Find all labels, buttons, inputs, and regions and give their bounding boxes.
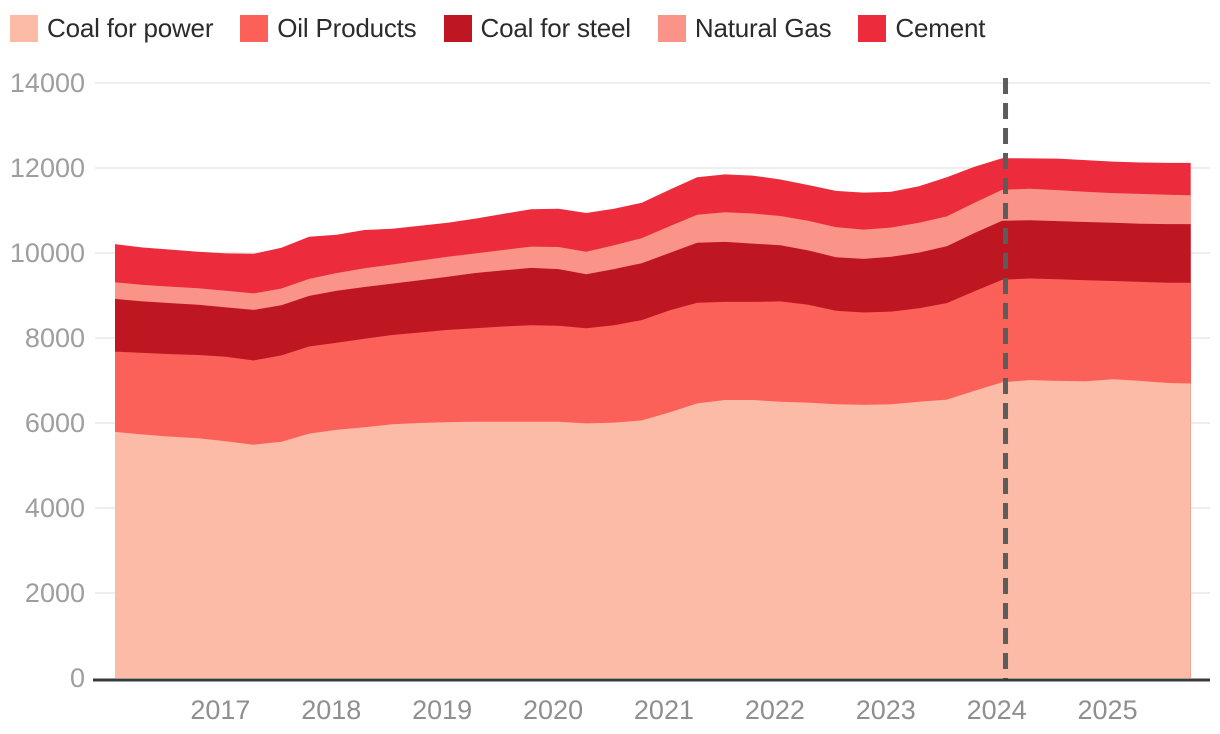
x-axis-tick-label: 2021 [634,695,694,725]
x-axis-tick-label: 2019 [412,695,472,725]
legend-label: Coal for steel [480,13,632,43]
y-axis-tick-label: 2000 [25,578,85,608]
x-axis-tick-label: 2018 [301,695,361,725]
x-axis-tick-label: 2024 [967,695,1027,725]
legend-label: Natural Gas [694,13,832,43]
y-axis-tick-label: 14000 [10,68,85,98]
legend-item-cement: Cement [858,15,985,42]
x-axis-tick-label: 2017 [190,695,250,725]
x-axis-tick-label: 2020 [523,695,583,725]
x-axis-tick-label: 2025 [1078,695,1138,725]
y-axis-tick-label: 4000 [25,493,85,523]
legend-swatch-coal-for-power [10,15,38,42]
y-axis-tick-label: 0 [70,663,85,693]
y-axis-tick-label: 6000 [25,408,85,438]
legend-label: Coal for power [47,13,214,43]
x-axis-tick-label: 2023 [856,695,916,725]
y-axis-tick-label: 8000 [25,323,85,353]
legend-item-oil-products: Oil Products [240,13,417,43]
legend-swatch-coal-for-steel [443,15,472,42]
y-axis-tick-label: 10000 [10,238,85,268]
legend-label: Oil Products [277,13,417,43]
y-axis-tick-label: 12000 [10,153,85,183]
legend-item-natural-gas: Natural Gas [657,13,832,43]
x-axis-tick-label: 2022 [745,695,805,725]
legend-item-coal-for-steel: Coal for steel [443,13,632,43]
legend: Coal for power Oil Products Coal for steel… [10,15,985,42]
legend-swatch-natural-gas [657,15,686,42]
legend-label: Cement [895,13,986,43]
legend-swatch-cement [858,15,887,42]
legend-item-coal-for-power: Coal for power [10,15,213,42]
area-coal-for-power [115,379,1191,678]
legend-swatch-oil-products [240,15,269,42]
